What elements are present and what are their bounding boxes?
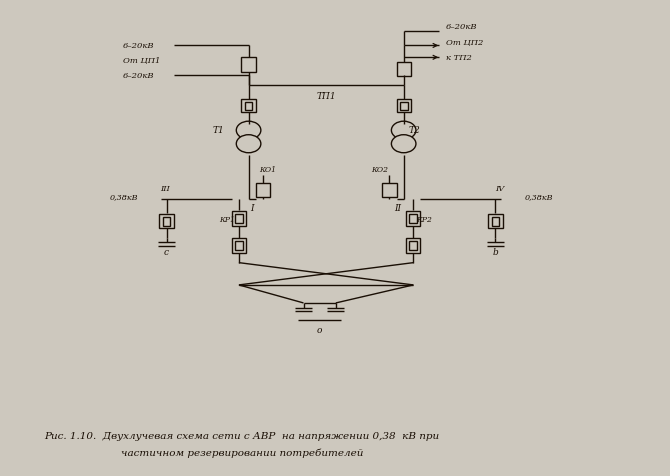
Text: частичном резервировании потребителей: частичном резервировании потребителей — [121, 447, 363, 456]
Text: с: с — [164, 248, 169, 257]
Bar — [397, 63, 411, 77]
Text: к ТП2: к ТП2 — [446, 54, 472, 62]
Bar — [159, 215, 174, 229]
Bar — [409, 242, 417, 250]
Bar — [488, 215, 502, 229]
Text: I: I — [250, 203, 253, 212]
Bar — [245, 102, 253, 110]
Text: 6–20кВ: 6–20кВ — [446, 23, 477, 31]
Text: Т1: Т1 — [213, 126, 225, 135]
Circle shape — [391, 136, 416, 153]
Bar — [406, 239, 421, 253]
Circle shape — [391, 122, 416, 140]
Text: 6–20кВ: 6–20кВ — [123, 42, 154, 50]
Text: КО2: КО2 — [371, 166, 389, 174]
Bar — [256, 184, 270, 198]
Text: Рис. 1.10.  Двухлучевая схема сети с АВР  на напряжении 0,38  кВ при: Рис. 1.10. Двухлучевая схема сети с АВР … — [44, 431, 440, 440]
Text: ТП1: ТП1 — [316, 92, 336, 101]
Text: b: b — [492, 248, 498, 257]
Bar — [163, 218, 170, 226]
Text: КР2: КР2 — [417, 215, 432, 223]
Bar — [232, 239, 246, 253]
Bar — [492, 218, 499, 226]
Text: От ЦП1: От ЦП1 — [123, 57, 160, 65]
Bar — [235, 242, 243, 250]
Bar — [241, 100, 256, 113]
Text: КО1: КО1 — [259, 166, 277, 174]
Text: 0,38кВ: 0,38кВ — [111, 193, 139, 201]
Text: От ЦП2: От ЦП2 — [446, 39, 483, 47]
Bar — [397, 100, 411, 113]
Bar — [235, 215, 243, 223]
Text: IV: IV — [495, 185, 505, 193]
Bar — [241, 58, 256, 72]
Text: II: II — [394, 203, 401, 212]
Text: 0,38кВ: 0,38кВ — [525, 193, 553, 201]
Text: 6–20кВ: 6–20кВ — [123, 72, 154, 80]
Bar — [400, 102, 407, 110]
Bar — [383, 184, 397, 198]
Text: о: о — [317, 325, 322, 334]
Text: III: III — [160, 185, 170, 193]
Bar — [409, 215, 417, 223]
Text: Т2: Т2 — [409, 126, 421, 135]
Bar — [406, 212, 421, 226]
Bar — [232, 212, 246, 226]
Circle shape — [237, 136, 261, 153]
Circle shape — [237, 122, 261, 140]
Text: КР1: КР1 — [220, 215, 235, 223]
